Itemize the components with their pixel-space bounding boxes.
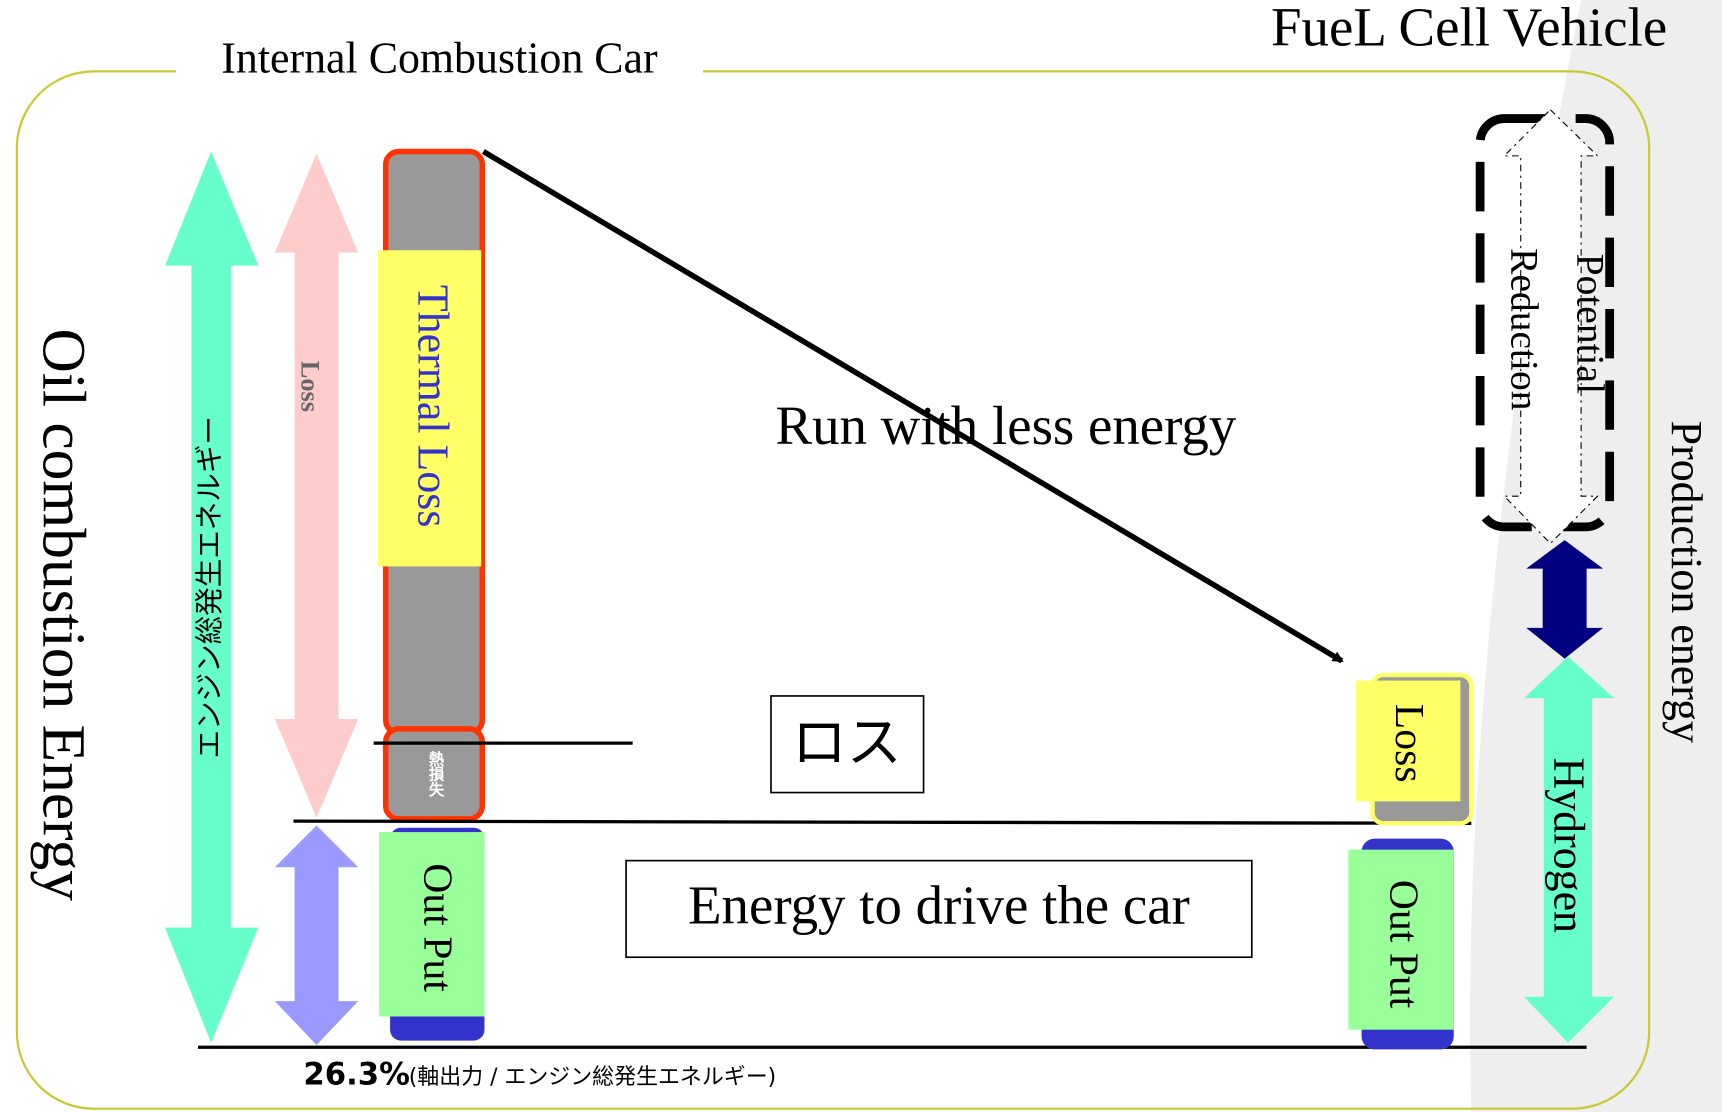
- thermal-label: Thermal Loss: [408, 285, 456, 528]
- output-bar: [379, 832, 485, 1017]
- loss-box-label: ロス: [792, 711, 902, 775]
- fcv-loss-note: [1356, 680, 1461, 802]
- loss-box: [770, 695, 925, 794]
- production-arrow: [1526, 540, 1604, 659]
- reduction-label: Reduction: [1503, 248, 1547, 411]
- right-title: FueL Cell Vehicle: [1271, 0, 1667, 58]
- oil-label: Oil combustion Energy: [29, 328, 97, 901]
- hydrogen-arrow: [1524, 656, 1615, 1043]
- loss-label: Loss: [296, 361, 325, 412]
- left-title: Internal Combustion Car: [221, 35, 658, 83]
- fcv-output-bar: [1348, 849, 1454, 1030]
- total-arrow: [165, 151, 259, 1043]
- loss-arrow: [274, 153, 359, 818]
- hydrogen-label: Hydrogen: [1545, 757, 1593, 933]
- potential-label: Potential: [1569, 254, 1613, 394]
- small-loss-label: 熱損失: [427, 749, 445, 798]
- potential-arrow: [1502, 109, 1599, 545]
- title-bg: [176, 41, 703, 86]
- thermal-note: [377, 250, 482, 567]
- output-arrow: [274, 825, 359, 1046]
- reduction-arrow: [481, 149, 1344, 664]
- production-label: Production energy: [1662, 421, 1710, 743]
- energy-box-label: Energy to drive the car: [688, 875, 1190, 936]
- fcv-output-label: Out Put: [1380, 880, 1426, 1009]
- energy-box: [625, 859, 1253, 959]
- total-label: エンジン総発生エネルギー: [193, 416, 226, 758]
- left-output: Out Put: [414, 863, 460, 992]
- frame: [15, 70, 1651, 1110]
- fcv-loss-label: Loss: [1386, 704, 1432, 783]
- run-label: Run with less energy: [775, 395, 1236, 456]
- ratio-note: (軸出力 / エンジン総発生エネルギー): [409, 1065, 777, 1090]
- ratio: 26.3%: [303, 1056, 410, 1092]
- small-loss-bar: [382, 726, 486, 822]
- output-line: [293, 819, 1472, 825]
